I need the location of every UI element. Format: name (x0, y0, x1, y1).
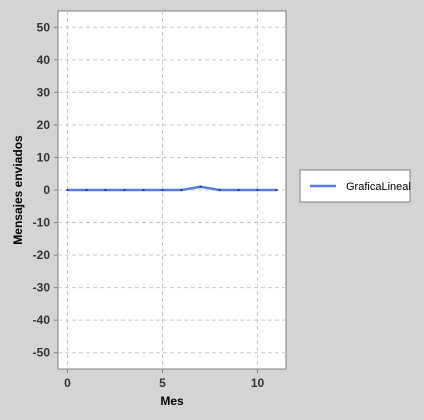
legend: GraficaLineal (299, 169, 411, 203)
y-axis: -50 -40 -30 -20 -10 0 10 20 30 40 50 (33, 20, 58, 360)
series-line (67, 185, 277, 192)
series-layer (66, 185, 278, 192)
y-tick-label: 0 (43, 183, 50, 197)
y-tick-label: 40 (37, 53, 51, 67)
data-point (275, 189, 278, 191)
data-point (142, 189, 145, 191)
y-tick-label: -30 (33, 281, 51, 295)
x-axis-title: Mes (160, 394, 184, 408)
data-point (85, 189, 88, 191)
data-point (66, 189, 69, 191)
data-point (123, 189, 126, 191)
legend-label: GraficaLineal (346, 181, 411, 193)
y-tick-label: 10 (37, 150, 51, 164)
y-tick-label: -20 (33, 248, 51, 262)
y-tick-label: -40 (33, 313, 51, 327)
x-tick-label: 10 (251, 376, 265, 390)
y-tick-label: -10 (33, 216, 51, 230)
data-point (161, 189, 164, 191)
x-axis: 0 5 10 (64, 369, 264, 390)
y-tick-label: 20 (37, 118, 51, 132)
y-tick-label: -50 (33, 346, 51, 360)
data-point (180, 189, 183, 191)
data-point (237, 189, 240, 191)
y-tick-label: 30 (37, 85, 51, 99)
x-tick-label: 0 (64, 376, 71, 390)
y-tick-label: 50 (37, 20, 51, 34)
data-point (256, 189, 259, 191)
x-tick-label: 5 (159, 376, 166, 390)
data-point (218, 189, 221, 191)
data-point (104, 189, 107, 191)
y-axis-title: Mensajes enviados (11, 135, 25, 245)
data-point (199, 185, 202, 188)
